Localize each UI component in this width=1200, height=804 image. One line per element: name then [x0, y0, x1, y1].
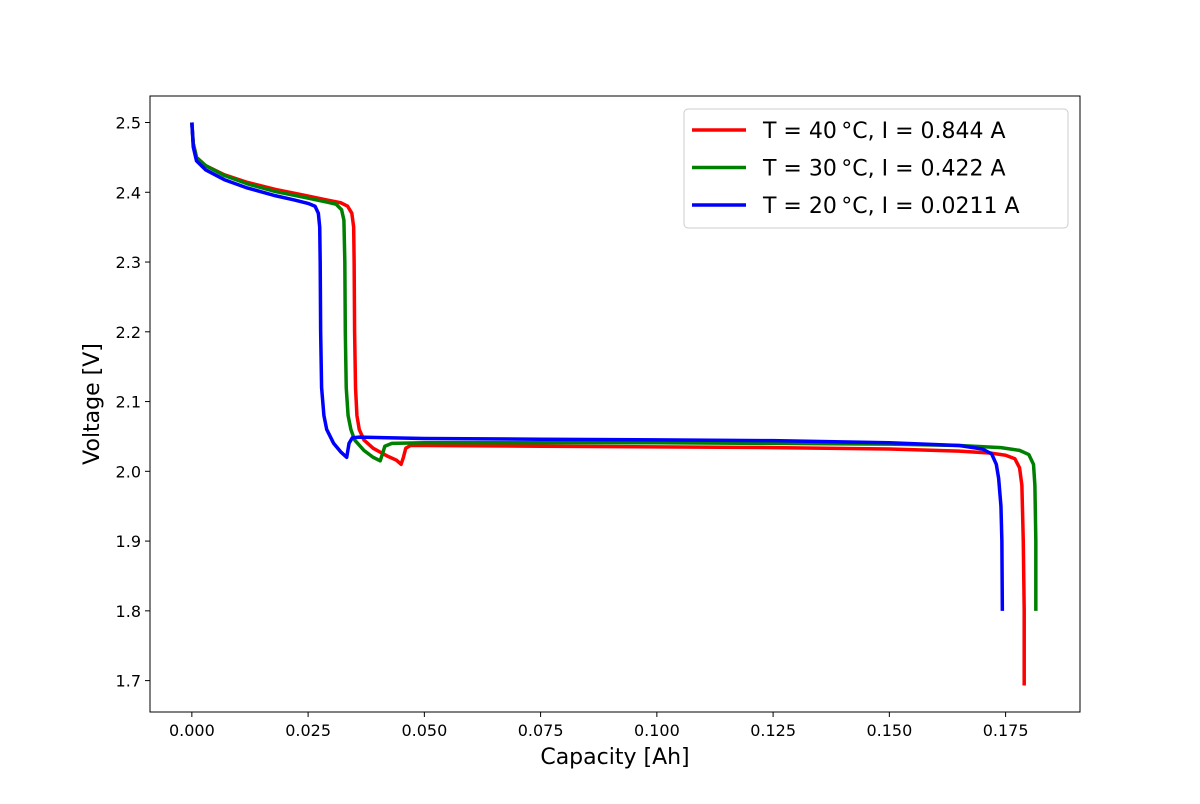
series-line-3 [190, 122, 1005, 611]
plot-frame [149, 95, 1081, 713]
y-tick-label: 2.2 [116, 323, 141, 342]
x-axis-label: Capacity [Ah] [540, 745, 689, 770]
y-tick-label: 2.0 [116, 462, 141, 481]
y-tick-label: 2.1 [116, 393, 141, 412]
y-tick-label: 2.4 [116, 183, 141, 202]
legend-label-1: T = 40 °C, I = 0.844 A [762, 119, 1006, 144]
x-tick-label: 0.025 [285, 721, 331, 740]
y-tick-label: 1.7 [116, 672, 141, 691]
x-axis-ticks: 0.000 0.025 0.050 0.075 0.100 0.125 0.150 0.175 [169, 712, 1029, 740]
y-axis-label: Voltage [V] [80, 343, 105, 465]
x-tick-label: 0.050 [401, 721, 447, 740]
legend-box [683, 108, 1069, 229]
y-tick-label: 1.9 [116, 532, 141, 551]
legend: T = 40 °C, I = 0.844 A T = 30 °C, I = 0.4… [683, 108, 1069, 229]
x-tick-label: 0.125 [750, 721, 796, 740]
series-layer [190, 122, 1038, 686]
x-tick-label: 0.175 [983, 721, 1029, 740]
series-line-2 [190, 122, 1038, 611]
legend-label-2: T = 30 °C, I = 0.422 A [762, 157, 1006, 182]
x-tick-label: 0.000 [169, 721, 215, 740]
legend-label-3: T = 20 °C, I = 0.0211 A [762, 194, 1020, 219]
y-tick-label: 1.8 [116, 602, 141, 621]
y-tick-label: 2.3 [116, 253, 141, 272]
y-tick-label: 2.5 [116, 114, 141, 133]
y-axis-ticks: 1.7 1.8 1.9 2.0 2.1 2.2 2.3 2.4 2.5 [116, 114, 150, 691]
series-line-1 [190, 122, 1026, 686]
x-tick-label: 0.100 [634, 721, 680, 740]
x-tick-label: 0.075 [518, 721, 564, 740]
x-tick-label: 0.150 [866, 721, 912, 740]
